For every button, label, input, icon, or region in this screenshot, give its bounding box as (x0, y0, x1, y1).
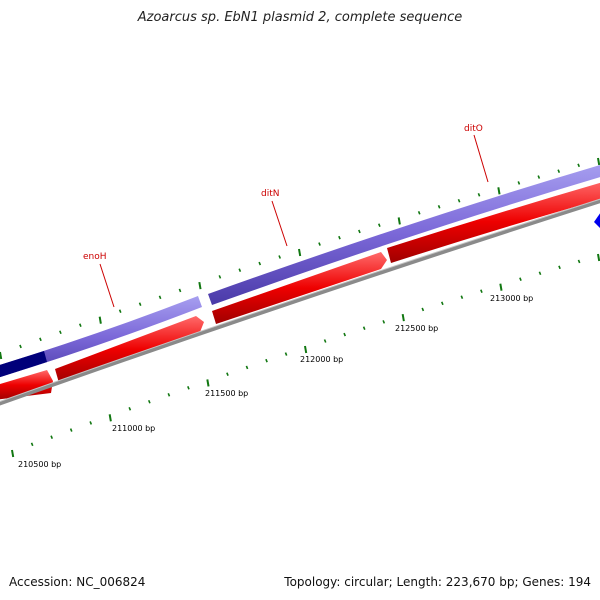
major-tick (98, 316, 102, 324)
major-tick (397, 217, 401, 225)
minor-tick (457, 198, 461, 203)
minor-tick (338, 235, 341, 240)
major-tick (497, 187, 501, 195)
minor-tick (557, 169, 561, 173)
scale-label: 212500 bp (395, 324, 438, 333)
minor-tick (218, 275, 222, 279)
outer-tick-row (0, 157, 600, 360)
minor-tick (558, 265, 561, 270)
minor-tick (480, 289, 483, 293)
gene-label-ditO[interactable]: ditO (464, 124, 483, 134)
major-tick (0, 351, 3, 360)
major-tick (597, 157, 600, 166)
minor-tick (138, 302, 142, 307)
minor-tick (158, 295, 162, 300)
minor-tick (577, 163, 581, 168)
reverse-track (0, 180, 600, 400)
minor-tick (358, 229, 361, 234)
reverse-feature-1[interactable] (0, 370, 53, 400)
minor-tick (167, 392, 171, 397)
scale-label: 212000 bp (300, 355, 343, 364)
minor-tick (284, 352, 288, 356)
forward-track (0, 162, 600, 379)
minor-tick (118, 309, 122, 313)
gene-label-ditN[interactable]: ditN (261, 189, 279, 199)
minor-tick (245, 365, 249, 370)
summary-text: Topology: circular; Length: 223,670 bp; … (284, 575, 591, 589)
gene-leader-line (473, 134, 489, 183)
minor-tick (238, 268, 242, 272)
gene-labels: enoH ditN ditO (83, 124, 489, 308)
minor-tick (362, 326, 366, 330)
major-tick (304, 345, 308, 354)
major-tick (11, 449, 15, 458)
minor-tick (519, 277, 522, 281)
gene-leader-line (271, 200, 288, 247)
minor-tick (417, 211, 421, 215)
blue-arrow-feature[interactable] (594, 209, 600, 232)
minor-tick (440, 301, 444, 306)
minor-tick (69, 428, 73, 432)
scale-label: 213000 bp (490, 294, 533, 303)
minor-tick (323, 339, 327, 343)
minor-tick (278, 255, 282, 259)
gene-label-enoH[interactable]: enoH (83, 252, 107, 262)
minor-tick (318, 242, 321, 246)
major-tick (401, 313, 405, 322)
minor-tick (59, 330, 62, 335)
minor-tick (39, 337, 42, 342)
minor-tick (128, 406, 132, 411)
forward-feature-1[interactable] (0, 296, 202, 379)
forward-feature-dark[interactable] (0, 351, 47, 379)
accession-text: Accession: NC_006824 (9, 575, 146, 589)
major-tick (198, 281, 202, 290)
minor-tick (265, 358, 268, 363)
gene-leader-line (99, 263, 115, 308)
minor-tick (437, 204, 441, 209)
minor-tick (421, 307, 425, 312)
scale-label: 210500 bp (18, 460, 61, 469)
minor-tick (343, 332, 347, 337)
reverse-feature-3[interactable] (212, 252, 387, 324)
minor-tick (226, 372, 229, 376)
minor-tick (147, 399, 151, 404)
minor-tick (537, 175, 541, 179)
minor-tick (78, 323, 82, 327)
minor-tick (577, 259, 581, 264)
minor-tick (89, 421, 93, 425)
minor-tick (19, 344, 22, 349)
scale-tick-row (11, 253, 600, 458)
minor-tick (382, 320, 386, 324)
reverse-feature-4[interactable] (387, 180, 600, 263)
major-tick (206, 379, 210, 387)
backbone-highlight (0, 198, 600, 402)
major-tick (597, 253, 600, 262)
major-tick (298, 248, 302, 257)
major-tick (108, 414, 112, 422)
forward-feature-2[interactable] (208, 162, 600, 305)
minor-tick (187, 386, 190, 390)
scale-labels: 210500 bp 211000 bp 211500 bp 212000 bp … (18, 294, 533, 469)
minor-tick (50, 435, 54, 439)
scale-label: 211000 bp (112, 424, 155, 433)
minor-tick (460, 295, 464, 300)
minor-tick (30, 442, 34, 447)
minor-tick (377, 223, 381, 227)
minor-tick (517, 181, 521, 185)
scale-label: 211500 bp (205, 389, 248, 398)
minor-tick (258, 261, 262, 266)
backbone (0, 199, 600, 406)
map-title: Azoarcus sp. EbN1 plasmid 2, complete se… (137, 10, 463, 25)
minor-tick (178, 288, 182, 293)
minor-tick (538, 271, 542, 276)
reverse-feature-2[interactable] (55, 316, 204, 383)
major-tick (499, 283, 503, 291)
minor-tick (477, 192, 481, 197)
